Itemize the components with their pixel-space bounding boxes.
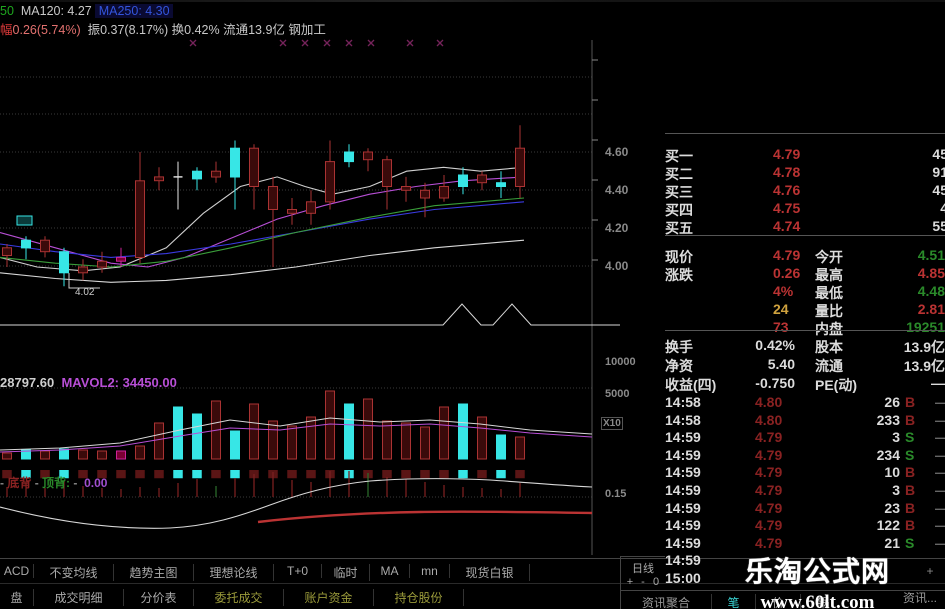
svg-text:4.02: 4.02 bbox=[75, 287, 95, 298]
